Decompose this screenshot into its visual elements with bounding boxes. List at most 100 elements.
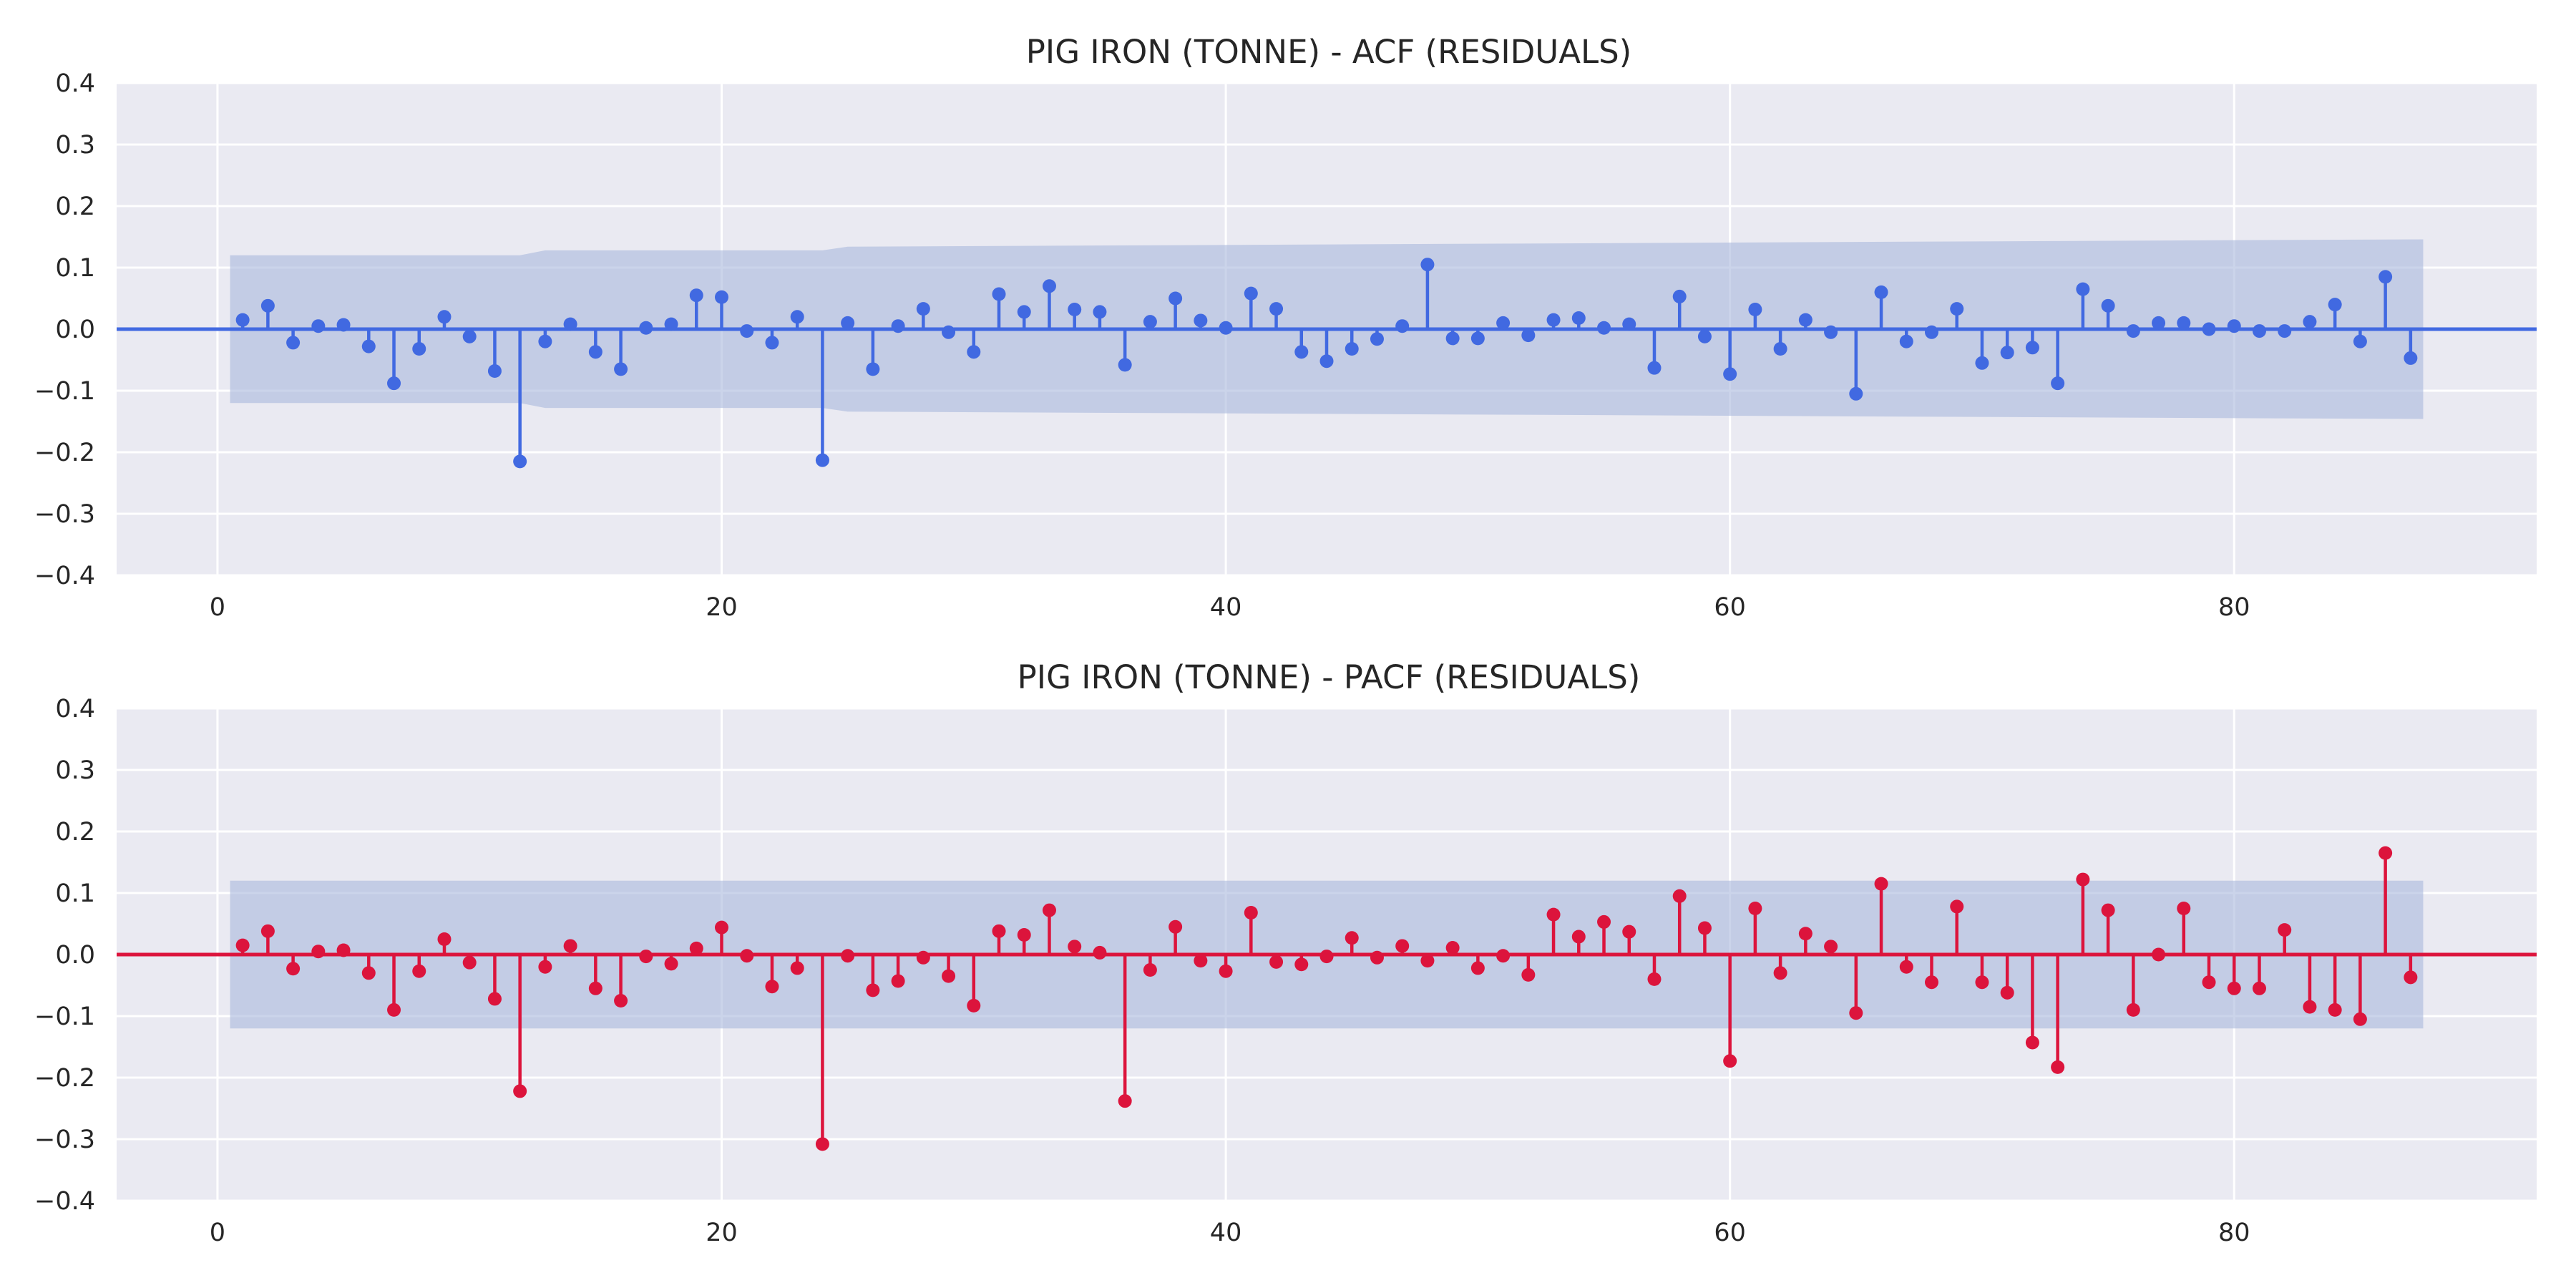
pacf-marker: [967, 998, 981, 1013]
acf-marker: [2000, 346, 2014, 360]
acf-marker: [437, 310, 452, 324]
acf-marker: [2303, 315, 2317, 329]
acf-y-tick-label: 0.3: [55, 131, 95, 160]
acf-marker: [992, 287, 1006, 301]
acf-marker: [2025, 341, 2039, 355]
pacf-marker: [1194, 954, 1208, 968]
pacf-x-tick-label: 0: [210, 1219, 225, 1247]
acf-y-tick-label: −0.3: [34, 500, 95, 529]
acf-marker: [1370, 332, 1384, 346]
pacf-marker: [1017, 927, 1031, 942]
pacf-marker: [2227, 981, 2241, 995]
pacf-marker: [1319, 950, 1334, 964]
pacf-marker: [2126, 1002, 2140, 1017]
acf-marker: [1445, 331, 1460, 346]
pacf-marker: [2353, 1012, 2367, 1026]
acf-marker: [2177, 316, 2191, 330]
acf-marker: [1269, 302, 1284, 316]
pacf-marker: [1269, 955, 1284, 969]
acf-marker: [487, 364, 502, 378]
pacf-marker: [765, 980, 779, 994]
acf-marker: [891, 319, 905, 333]
acf-marker: [2252, 324, 2266, 338]
pacf-marker: [2278, 923, 2292, 937]
pacf-marker: [790, 961, 804, 975]
pacf-marker: [1420, 954, 1435, 968]
pacf-marker: [1496, 949, 1511, 963]
acf-y-tick-label: −0.1: [34, 377, 95, 406]
pacf-marker: [866, 983, 880, 997]
acf-marker: [1647, 361, 1662, 375]
acf-marker: [2328, 298, 2342, 312]
pacf-marker: [1597, 914, 1611, 929]
acf-x-tick-label: 0: [210, 593, 225, 622]
pacf-marker: [1975, 975, 1989, 990]
pacf-marker: [2000, 985, 2014, 1000]
pacf-marker: [2177, 902, 2191, 915]
acf-marker: [2404, 351, 2418, 365]
acf-marker: [1395, 319, 1410, 333]
pacf-marker: [1546, 907, 1561, 922]
acf-marker: [1773, 342, 1787, 356]
acf-marker: [1017, 305, 1031, 319]
pacf-marker: [2404, 970, 2418, 985]
pacf-marker: [1874, 877, 1888, 891]
acf-marker: [1420, 258, 1435, 272]
pacf-marker: [689, 941, 703, 955]
pacf-marker: [2076, 872, 2090, 887]
pacf-marker: [1219, 964, 1233, 978]
acf-marker: [866, 362, 880, 376]
acf-marker: [563, 317, 577, 331]
acf-marker: [1571, 311, 1586, 326]
pacf-y-tick-label: 0.0: [55, 941, 95, 970]
acf-marker: [286, 336, 301, 350]
acf-y-tick-label: 0.0: [55, 316, 95, 344]
pacf-panel: PIG IRON (TONNE) - PACF (RESIDUALS) −0.4…: [34, 658, 2537, 1247]
acf-y-tick-label: −0.4: [34, 562, 95, 590]
acf-marker: [1068, 302, 1082, 316]
acf-marker: [235, 313, 250, 327]
acf-x-tick-label: 20: [706, 593, 738, 622]
acf-y-tick-label: 0.2: [55, 192, 95, 221]
pacf-marker: [462, 955, 477, 970]
pacf-chart-title: PIG IRON (TONNE) - PACF (RESIDUALS): [1018, 658, 1641, 696]
acf-marker: [2353, 334, 2367, 348]
pacf-marker: [260, 924, 275, 938]
pacf-marker: [1093, 945, 1107, 960]
acf-marker: [2379, 270, 2393, 284]
acf-marker: [664, 317, 678, 331]
acf-marker: [1622, 317, 1636, 331]
pacf-marker: [513, 1084, 527, 1098]
pacf-marker: [2252, 981, 2266, 995]
pacf-marker: [1647, 972, 1662, 986]
acf-marker: [260, 298, 275, 313]
acf-marker: [967, 345, 981, 359]
pacf-marker: [1521, 967, 1536, 982]
pacf-marker: [1899, 960, 1913, 974]
acf-panel: PIG IRON (TONNE) - ACF (RESIDUALS) −0.4 −…: [34, 33, 2537, 622]
acf-marker: [2152, 316, 2166, 330]
acf-marker: [1294, 345, 1309, 359]
pacf-x-tick-label: 60: [1714, 1219, 1746, 1247]
acf-marker: [412, 342, 426, 356]
acf-marker: [1849, 386, 1863, 401]
pacf-marker: [1294, 957, 1309, 972]
pacf-marker: [740, 949, 754, 963]
acf-marker: [1597, 321, 1611, 335]
acf-x-tick-label: 40: [1210, 593, 1242, 622]
acf-marker: [1748, 302, 1762, 316]
pacf-marker: [1950, 899, 1964, 914]
pacf-marker: [1445, 941, 1460, 955]
pacf-y-tick-label: −0.4: [34, 1187, 95, 1216]
pacf-marker: [1798, 927, 1813, 941]
pacf-y-tick-label: −0.2: [34, 1064, 95, 1093]
acf-marker: [462, 329, 477, 343]
pacf-marker: [2101, 903, 2115, 917]
pacf-marker: [942, 969, 956, 983]
acf-marker: [1824, 325, 1838, 339]
pacf-marker: [614, 994, 628, 1008]
acf-marker: [916, 302, 930, 316]
acf-marker: [1093, 305, 1107, 319]
acf-y-tick-label: −0.2: [34, 439, 95, 467]
pacf-marker: [1169, 919, 1183, 934]
